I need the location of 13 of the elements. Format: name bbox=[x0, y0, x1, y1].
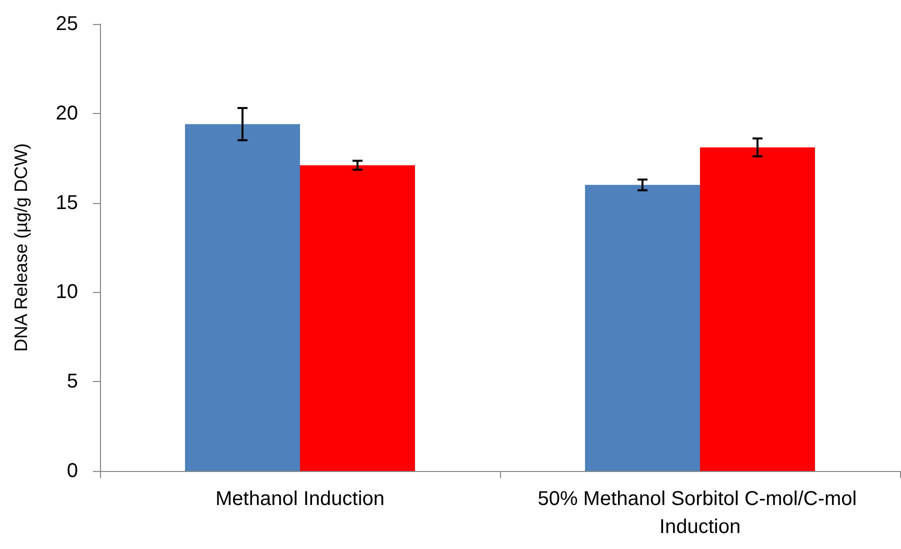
bar bbox=[700, 147, 815, 471]
y-tick-label: 5 bbox=[66, 370, 78, 393]
x-tick-label: 50% Methanol Sorbitol C-mol/C-mol Induction bbox=[538, 488, 862, 538]
y-axis-title: DNA Release (µg/g DCW) bbox=[11, 143, 31, 352]
y-tick-label: 0 bbox=[66, 460, 78, 482]
y-tick-label: 10 bbox=[56, 281, 78, 304]
y-tick-label: 25 bbox=[56, 13, 78, 35]
bar bbox=[300, 165, 415, 471]
x-tick-label: Methanol Induction bbox=[215, 488, 385, 510]
y-tick-label: 15 bbox=[56, 192, 78, 214]
bar bbox=[585, 184, 700, 471]
bar bbox=[185, 124, 300, 471]
y-tick-label: 20 bbox=[56, 102, 78, 124]
